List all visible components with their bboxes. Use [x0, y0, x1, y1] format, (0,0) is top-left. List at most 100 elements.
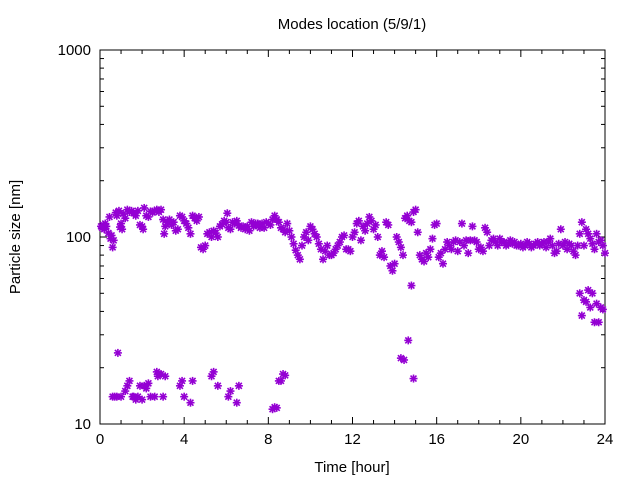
- data-point: [369, 225, 378, 234]
- data-point: [426, 245, 435, 254]
- data-point: [390, 259, 399, 268]
- y-tick-label: 100: [66, 229, 91, 246]
- data-point: [598, 305, 607, 314]
- data-point: [287, 233, 296, 241]
- data-point: [159, 392, 168, 401]
- data-point: [102, 222, 111, 231]
- data-point: [121, 214, 130, 223]
- data-point: [180, 392, 189, 401]
- data-point: [575, 289, 584, 298]
- data-point: [575, 229, 584, 238]
- data-point: [150, 392, 159, 401]
- data-point: [377, 247, 386, 256]
- data-point: [201, 241, 210, 250]
- data-point: [188, 376, 197, 385]
- data-point: [186, 229, 195, 238]
- data-point: [598, 241, 607, 250]
- data-point: [413, 228, 422, 237]
- data-point: [105, 212, 114, 221]
- data-point: [157, 205, 166, 214]
- data-point: [139, 225, 148, 234]
- data-point: [356, 236, 365, 245]
- data-point: [552, 247, 561, 256]
- data-point: [453, 247, 462, 256]
- data-point: [361, 226, 370, 235]
- data-point: [396, 243, 405, 252]
- data-point: [234, 381, 243, 390]
- data-point: [113, 348, 122, 357]
- data-point: [108, 243, 117, 252]
- data-point: [371, 220, 380, 229]
- data-point: [556, 225, 565, 234]
- data-point: [447, 245, 456, 254]
- data-point: [133, 206, 142, 215]
- data-point: [302, 228, 311, 237]
- data-point: [579, 241, 588, 250]
- data-point: [350, 228, 359, 237]
- data-point: [297, 241, 307, 250]
- data-point: [373, 233, 382, 241]
- data-point: [592, 229, 601, 238]
- data-point: [312, 233, 321, 241]
- x-tick-label: 20: [512, 431, 529, 448]
- axis-tick-labels: 0 4 8 12 16 20 24 10 100 1000: [58, 42, 614, 448]
- data-point: [577, 218, 586, 227]
- data-point: [295, 255, 304, 264]
- data-point: [319, 255, 328, 264]
- data-point: [438, 259, 447, 268]
- data-point: [186, 398, 195, 407]
- data-point: [160, 229, 169, 238]
- data-point: [117, 392, 126, 401]
- data-point: [594, 318, 603, 327]
- x-tick-label: 24: [597, 431, 614, 448]
- data-point: [144, 379, 153, 388]
- data-point: [455, 238, 464, 247]
- data-point: [367, 216, 376, 225]
- data-point: [178, 376, 187, 385]
- data-point: [161, 372, 170, 381]
- data-point: [138, 395, 147, 404]
- data-point: [173, 225, 182, 234]
- data-point: [274, 218, 283, 227]
- x-tick-label: 16: [428, 431, 445, 448]
- data-point: [194, 212, 203, 221]
- data-point: [464, 249, 473, 258]
- data-point: [567, 241, 576, 250]
- data-point: [114, 206, 123, 215]
- data-point: [213, 233, 222, 241]
- data-point: [548, 241, 557, 250]
- data-point: [384, 220, 393, 229]
- data-point: [432, 219, 441, 228]
- data-point: [226, 225, 235, 234]
- data-point: [117, 219, 126, 228]
- data-point: [226, 387, 235, 396]
- data-point: [582, 297, 591, 306]
- data-point: [232, 398, 241, 407]
- data-point: [400, 355, 409, 364]
- data-point: [276, 376, 285, 385]
- data-point: [483, 228, 492, 237]
- data-point: [118, 225, 127, 234]
- data-point: [398, 251, 408, 260]
- data-point: [457, 219, 466, 228]
- data-point: [224, 392, 233, 401]
- x-tick-label: 8: [264, 431, 272, 448]
- data-point: [577, 311, 586, 320]
- data-point: [571, 251, 580, 260]
- x-axis-label: Time [hour]: [314, 459, 389, 476]
- data-point: [409, 374, 418, 383]
- axis-ticks: [99, 50, 606, 425]
- data-point: [289, 239, 298, 248]
- data-point: [125, 376, 134, 385]
- data-point: [223, 209, 232, 218]
- data-points: [97, 203, 610, 414]
- data-point: [590, 245, 599, 254]
- data-point: [380, 253, 389, 262]
- data-point: [346, 247, 355, 256]
- data-point: [472, 238, 481, 247]
- data-point: [184, 223, 193, 232]
- data-point: [323, 241, 332, 250]
- data-point: [428, 234, 437, 243]
- x-tick-label: 4: [180, 431, 188, 448]
